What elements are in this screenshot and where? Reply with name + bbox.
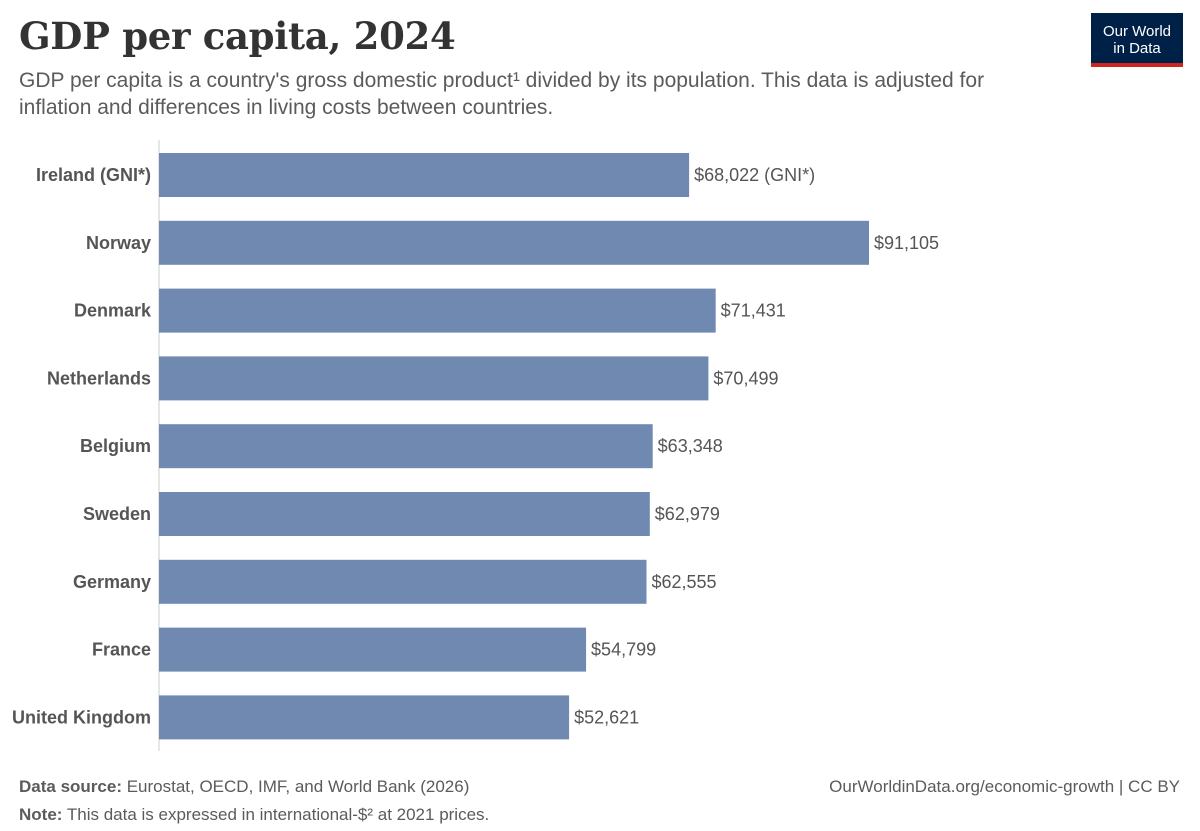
bar-ireland-gni[interactable] — [159, 153, 690, 197]
bar-norway[interactable] — [159, 220, 869, 265]
category-label: Denmark — [74, 301, 152, 321]
note-line: Note: This data is expressed in internat… — [19, 801, 489, 829]
category-label: Netherlands — [47, 368, 151, 388]
owid-logo[interactable]: Our World in Data — [1091, 13, 1183, 67]
bar-france[interactable] — [159, 627, 587, 672]
bar-chart: Ireland (GNI*) $68,022 (GNI*) Norway $91,10… — [12, 140, 939, 751]
value-label: $54,799 — [591, 640, 656, 660]
value-label: $70,499 — [713, 368, 778, 388]
value-label: $91,105 — [874, 233, 939, 253]
value-label: $68,022 (GNI*) — [694, 165, 815, 185]
bar-belgium[interactable] — [159, 424, 653, 469]
bar-sweden[interactable] — [159, 492, 650, 536]
value-label: $63,348 — [658, 436, 723, 456]
value-label: $52,621 — [574, 707, 639, 727]
data-source-text: Eurostat, OECD, IMF, and World Bank (202… — [121, 777, 470, 796]
chart-title: GDP per capita, 2024 — [19, 14, 456, 58]
bar-netherlands[interactable] — [159, 356, 709, 401]
logo-line-1: Our World — [1102, 23, 1172, 40]
category-label: Norway — [86, 233, 151, 253]
bar-united-kingdom[interactable] — [159, 695, 570, 740]
bar-denmark[interactable] — [159, 288, 716, 333]
category-label: Germany — [73, 572, 151, 592]
bar-germany[interactable] — [159, 559, 647, 604]
category-label: France — [92, 640, 151, 660]
data-source-line: Data source: Eurostat, OECD, IMF, and Wo… — [19, 773, 489, 801]
logo-line-2: in Data — [1113, 40, 1161, 57]
category-label: Ireland (GNI*) — [36, 165, 151, 185]
data-source-label: Data source: — [19, 777, 122, 796]
note-text: This data is expressed in international-… — [62, 805, 490, 824]
footer-credit[interactable]: OurWorldinData.org/economic-growth | CC … — [829, 777, 1180, 796]
value-label: $62,555 — [652, 572, 717, 592]
note-label: Note: — [19, 805, 63, 824]
value-label: $71,431 — [721, 301, 786, 321]
category-label: Belgium — [80, 436, 151, 456]
footer-notes: Data source: Eurostat, OECD, IMF, and Wo… — [19, 773, 489, 829]
chart-subtitle: GDP per capita is a country's gross dome… — [19, 69, 985, 119]
category-label: United Kingdom — [12, 707, 151, 727]
category-label: Sweden — [83, 504, 151, 524]
value-label: $62,979 — [655, 504, 720, 524]
